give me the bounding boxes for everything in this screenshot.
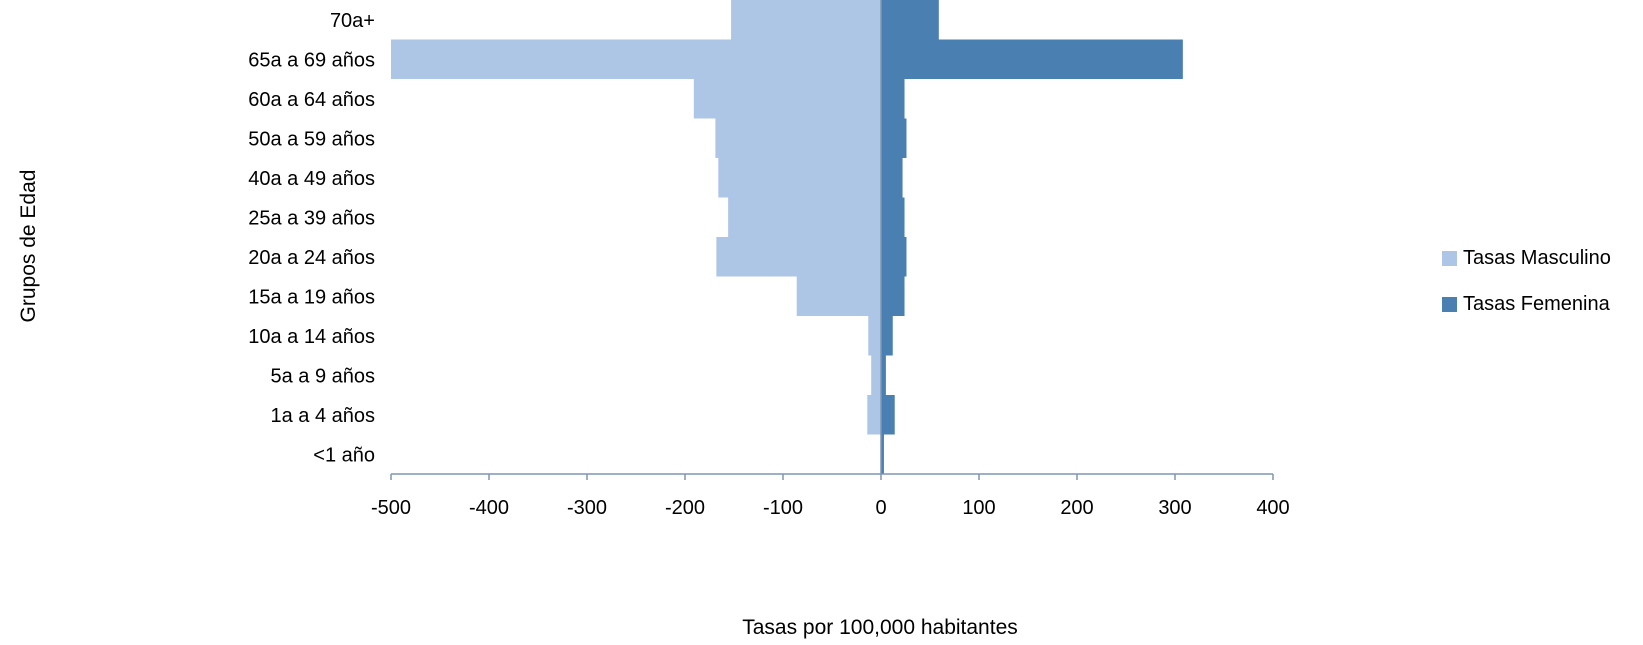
legend-item-masculino: Tasas Masculino — [1442, 246, 1611, 270]
x-tick-label: -200 — [665, 497, 705, 519]
bar-masculino-9 — [871, 355, 881, 395]
legend: Tasas Masculino Tasas Femenina — [1442, 246, 1611, 338]
legend-label-femenina: Tasas Femenina — [1463, 292, 1610, 315]
bar-masculino-1 — [391, 39, 881, 79]
legend-item-femenina: Tasas Femenina — [1442, 292, 1611, 316]
y-axis-title: Grupos de Edad — [17, 170, 40, 323]
bar-masculino-6 — [716, 237, 881, 277]
y-tick-label: 5a a 9 años — [270, 365, 375, 387]
legend-swatch-masculino — [1442, 250, 1457, 266]
y-tick-label: 20a a 24 años — [248, 247, 375, 269]
bar-masculino-5 — [728, 197, 881, 237]
y-tick-label: 40a a 49 años — [248, 168, 375, 190]
bar-femenina-6 — [881, 237, 907, 277]
bar-femenina-8 — [881, 316, 893, 356]
y-tick-label: 60a a 64 años — [248, 89, 375, 111]
axis-layer — [390, 0, 1274, 480]
x-tick-label: -100 — [763, 497, 803, 519]
bar-femenina-3 — [881, 118, 907, 158]
bar-masculino-10 — [867, 395, 881, 435]
bar-masculino-0 — [731, 0, 881, 40]
x-tick-label: -500 — [371, 497, 411, 519]
x-tick-label: -300 — [567, 497, 607, 519]
x-tick-label: 200 — [1060, 497, 1093, 519]
bar-femenina-7 — [881, 276, 905, 316]
bar-femenina-11 — [881, 434, 884, 474]
labels-layer: 70a+ 65a a 69 años 60a a 64 años 50a a 59 a… — [248, 10, 1289, 519]
x-tick-label: 100 — [962, 497, 995, 519]
bar-masculino-7 — [796, 276, 881, 316]
bar-femenina-0 — [881, 0, 939, 40]
y-tick-label: 70a+ — [330, 10, 375, 32]
x-tick-label: 0 — [875, 497, 886, 519]
y-tick-label: 50a a 59 años — [248, 128, 375, 150]
bar-femenina-4 — [881, 158, 903, 198]
bar-femenina-9 — [881, 355, 886, 395]
bar-masculino-2 — [693, 79, 881, 119]
y-tick-label: 25a a 39 años — [248, 207, 375, 229]
bars-layer — [391, 0, 1183, 474]
y-tick-label: 15a a 19 años — [248, 286, 375, 308]
y-tick-label: <1 año — [313, 444, 375, 466]
y-tick-label: 10a a 14 años — [248, 326, 375, 348]
bar-masculino-3 — [715, 118, 881, 158]
bar-masculino-8 — [868, 316, 881, 356]
x-axis-title: Tasas por 100,000 habitantes — [742, 616, 1018, 639]
bar-femenina-1 — [881, 39, 1183, 79]
bar-femenina-5 — [881, 197, 905, 237]
bar-femenina-2 — [881, 79, 905, 119]
legend-label-masculino: Tasas Masculino — [1463, 246, 1611, 269]
x-tick-label: 300 — [1158, 497, 1191, 519]
legend-swatch-femenina — [1442, 296, 1457, 312]
y-tick-label: 1a a 4 años — [270, 405, 375, 427]
bar-femenina-10 — [881, 395, 895, 435]
x-tick-label: 400 — [1256, 497, 1289, 519]
bar-masculino-4 — [718, 158, 881, 198]
x-tick-label: -400 — [469, 497, 509, 519]
y-tick-label: 65a a 69 años — [248, 49, 375, 71]
